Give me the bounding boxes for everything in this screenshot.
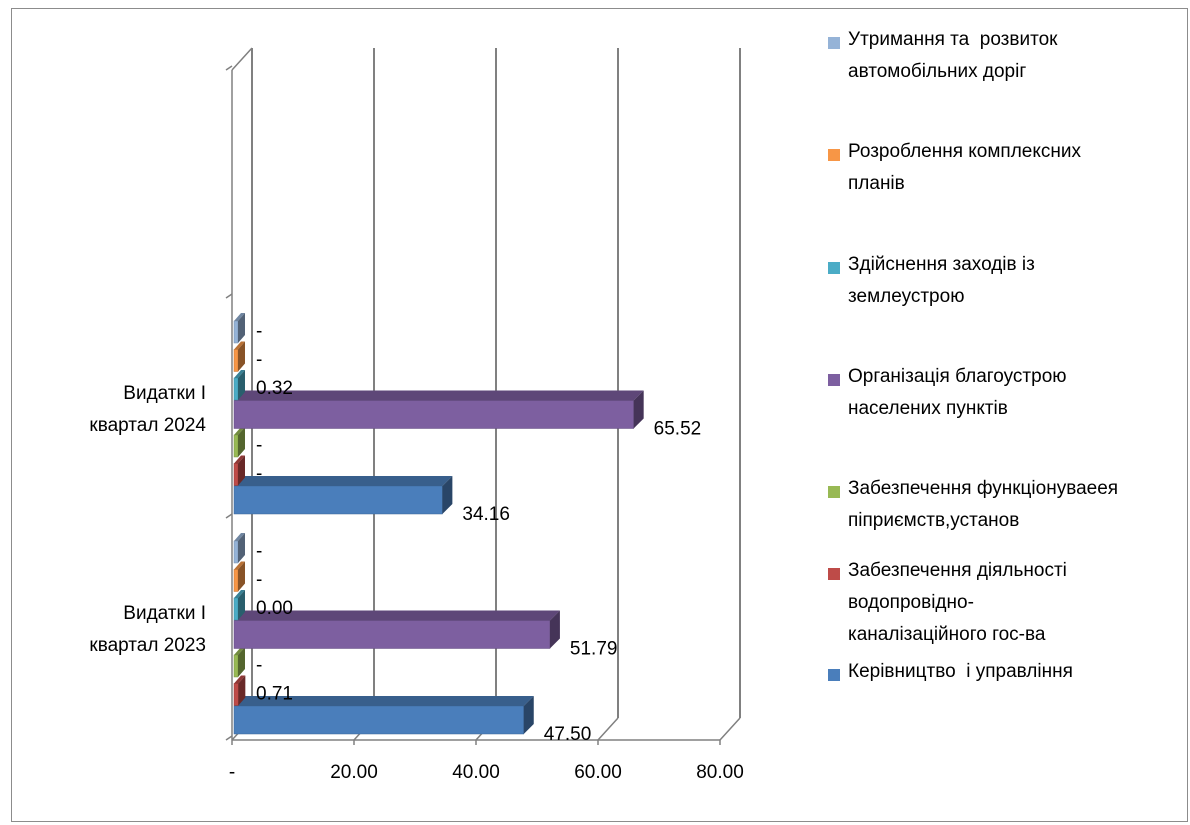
legend-label: Здійснення заходів із землеустрою <box>848 254 1035 307</box>
bar-side-face <box>238 341 245 372</box>
bar-top-face <box>234 341 245 350</box>
bar-side-face <box>238 370 245 400</box>
bar-side-face <box>549 610 560 649</box>
bar <box>233 683 239 706</box>
legend-item: Здійснення заходів із землеустрою <box>828 254 1190 313</box>
bar-top-face <box>234 390 644 401</box>
bar-side-face <box>238 561 245 592</box>
category-label: квартал 2024 <box>89 415 206 436</box>
legend-swatch <box>828 568 840 580</box>
bar-side-face <box>523 696 534 734</box>
bar <box>233 597 239 621</box>
bar-top-face <box>234 370 245 378</box>
bar <box>233 540 239 564</box>
legend-label: Забезпечення діяльності водопровідно- ка… <box>848 560 1067 645</box>
bar <box>233 569 239 592</box>
category-label: Видатки І <box>123 603 206 624</box>
floor-gridline <box>719 717 741 741</box>
bar-side-face <box>238 455 245 486</box>
data-label: 0.71 <box>256 684 293 705</box>
legend-label: Утримання та розвиток автомобільних дорі… <box>848 29 1058 82</box>
legend-item: Забезпечення функціонуваеея піприємств,у… <box>828 478 1190 537</box>
x-tick-label: 40.00 <box>452 762 500 783</box>
legend-swatch <box>828 37 840 49</box>
bar <box>233 349 239 372</box>
bar <box>233 434 239 458</box>
data-label: - <box>256 435 262 456</box>
bar-top-face <box>234 610 560 621</box>
legend-swatch <box>828 262 840 274</box>
legend-label: Керівництво і управління <box>848 661 1073 682</box>
bar <box>233 654 239 678</box>
legend-swatch <box>828 149 840 161</box>
legend-swatch <box>828 669 840 681</box>
bar-top-face <box>234 533 245 541</box>
data-label: - <box>256 655 262 676</box>
data-label: - <box>256 570 262 591</box>
bar <box>233 320 239 344</box>
bar-top-face <box>234 561 245 570</box>
data-label: - <box>256 350 262 371</box>
bar-side-face <box>238 590 245 620</box>
y-tick-mark <box>225 293 233 299</box>
legend-item: Забезпечення діяльності водопровідно- ка… <box>828 560 1190 651</box>
bar-side-face <box>442 476 453 514</box>
bar <box>233 620 551 649</box>
category-label: квартал 2023 <box>89 635 206 656</box>
y-tick-mark <box>225 513 233 519</box>
legend-label: Забезпечення функціонуваеея піприємств,у… <box>848 478 1119 531</box>
x-tick-label: 80.00 <box>696 762 744 783</box>
x-tick-label: - <box>229 762 235 783</box>
data-label: 0.32 <box>256 378 293 399</box>
x-tick-label: 20.00 <box>330 762 378 783</box>
bar <box>233 485 443 515</box>
bar-top-face <box>234 427 245 435</box>
data-label: 47.50 <box>544 724 592 745</box>
bar-top-face <box>234 590 245 598</box>
bar-side-face <box>633 390 644 429</box>
data-label: - <box>256 464 262 485</box>
bar-top-face <box>234 313 245 321</box>
x-tick-label: 60.00 <box>574 762 622 783</box>
data-label: - <box>256 321 262 342</box>
category-label: Видатки І <box>123 383 206 404</box>
bar <box>233 463 239 486</box>
legend-swatch <box>828 374 840 386</box>
legend-item: Розроблення комплексних планів <box>828 141 1190 200</box>
data-label: 0.00 <box>256 598 293 619</box>
bar-side-face <box>238 675 246 706</box>
bar-top-face <box>234 675 246 684</box>
bar-top-face <box>234 696 534 706</box>
legend-item: Організація благоустрою населених пункті… <box>828 366 1190 425</box>
legend-label: Розроблення комплексних планів <box>848 141 1082 194</box>
bar-top-face <box>234 455 245 464</box>
data-label: 51.79 <box>570 639 618 660</box>
bar-side-face <box>238 533 245 563</box>
y-tick-mark <box>225 735 233 741</box>
data-label: - <box>256 541 262 562</box>
bar <box>233 377 239 401</box>
bar-side-face <box>238 313 245 343</box>
bar-top-face <box>234 647 245 655</box>
data-label: 65.52 <box>654 419 702 440</box>
floor-gridline <box>597 717 619 741</box>
bar <box>233 705 524 735</box>
bar-side-face <box>238 427 245 457</box>
y-tick-mark <box>225 65 233 71</box>
bar-top-face <box>234 476 453 486</box>
legend-item: Керівництво і управління <box>828 661 1190 688</box>
wall-edge <box>231 47 253 71</box>
bar <box>233 400 634 429</box>
data-label: 34.16 <box>462 504 510 525</box>
legend-item: Утримання та розвиток автомобільних дорі… <box>828 29 1190 88</box>
legend-label: Організація благоустрою населених пункті… <box>848 366 1067 419</box>
bar-side-face <box>238 647 245 677</box>
legend-swatch <box>828 486 840 498</box>
